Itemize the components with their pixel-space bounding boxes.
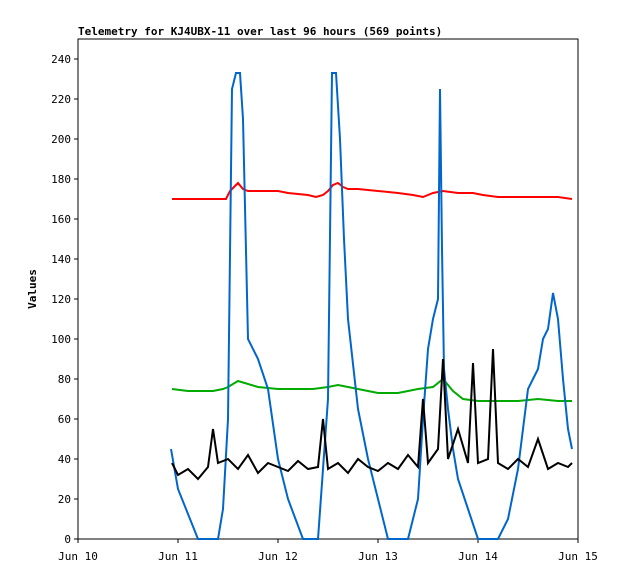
series-layer (170, 72, 573, 540)
y-axis: 0 20 40 60 80 100 120 140 160 180 200 220 240 (51, 53, 78, 546)
x-tick-label: Jun 14 (458, 550, 498, 563)
series-line-1 (172, 181, 573, 200)
x-tick-label: Jun 10 (58, 550, 98, 563)
x-tick-label: Jun 13 (358, 550, 398, 563)
x-tick-label: Jun 15 (558, 550, 598, 563)
plot-frame (77, 38, 579, 540)
y-tick-label: 80 (58, 373, 71, 386)
y-tick-label: 100 (51, 333, 71, 346)
series-line-4 (171, 348, 573, 481)
y-tick-label: 0 (64, 533, 71, 546)
x-axis: Jun 10 Jun 11 Jun 12 Jun 13 Jun 14 Jun 15 (58, 539, 598, 563)
y-tick-label: 60 (58, 413, 71, 426)
x-tick-label: Jun 12 (258, 550, 298, 563)
y-tick-label: 180 (51, 173, 71, 186)
y-tick-label: 220 (51, 93, 71, 106)
y-tick-label: 160 (51, 213, 71, 226)
y-tick-label: 20 (58, 493, 71, 506)
y-tick-label: 40 (58, 453, 71, 466)
y-axis-label: Values (26, 269, 39, 309)
series-line-2 (171, 377, 572, 402)
series-line-3 (170, 72, 573, 540)
y-tick-label: 120 (51, 293, 71, 306)
x-tick-label: Jun 11 (158, 550, 198, 563)
chart-title: Telemetry for KJ4UBX-11 over last 96 hou… (78, 25, 442, 38)
y-tick-label: 200 (51, 133, 71, 146)
y-tick-label: 240 (51, 53, 71, 66)
y-tick-label: 140 (51, 253, 71, 266)
